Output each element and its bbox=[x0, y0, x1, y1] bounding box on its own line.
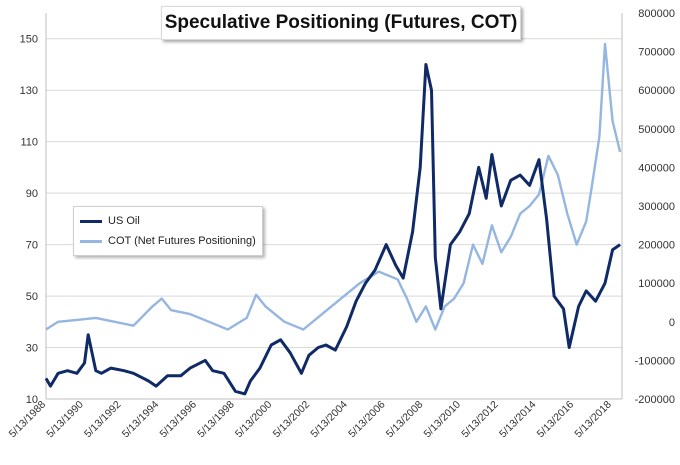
series-line-cot bbox=[45, 42, 622, 331]
right-tick-label-10: 800000 bbox=[638, 8, 675, 20]
x-tick-label-1: 5/13/1990 bbox=[44, 399, 86, 441]
left-tick-label-2: 50 bbox=[26, 291, 38, 303]
legend-label-us-oil: US Oil bbox=[108, 215, 140, 227]
right-tick-label-5: 300000 bbox=[638, 201, 675, 213]
right-tick-label-1: -100000 bbox=[635, 355, 675, 367]
right-tick-label-7: 500000 bbox=[638, 124, 675, 136]
x-tick-label-13: 5/13/2014 bbox=[497, 399, 539, 441]
x-tick-label-6: 5/13/2000 bbox=[233, 399, 275, 441]
x-tick-label-12: 5/13/2012 bbox=[459, 399, 501, 441]
left-tick-label-0: 10 bbox=[26, 394, 38, 406]
right-tick-label-4: 200000 bbox=[638, 240, 675, 252]
right-tick-label-9: 700000 bbox=[638, 47, 675, 59]
legend-swatch-us-oil bbox=[80, 219, 102, 223]
left-tick-label-6: 130 bbox=[20, 85, 38, 97]
left-tick-label-5: 110 bbox=[20, 137, 38, 149]
left-tick-label-3: 70 bbox=[26, 240, 38, 252]
x-tick-label-2: 5/13/1992 bbox=[82, 398, 124, 440]
chart-title-box: Speculative Positioning (Futures, COT) bbox=[161, 6, 521, 40]
x-tick-label-7: 5/13/2002 bbox=[271, 398, 313, 440]
x-tick-label-9: 5/13/2006 bbox=[346, 399, 388, 441]
right-axis-tick-labels: -200000 -100000 0 100000 200000 300000 400000 5… bbox=[635, 8, 675, 406]
x-tick-label-3: 5/13/1994 bbox=[120, 399, 162, 441]
left-tick-label-4: 90 bbox=[26, 188, 38, 200]
right-tick-label-0: -200000 bbox=[635, 394, 675, 406]
x-tick-label-15: 5/13/2018 bbox=[572, 399, 614, 441]
chart-title: Speculative Positioning (Futures, COT) bbox=[164, 12, 518, 33]
x-tick-label-4: 5/13/1996 bbox=[157, 399, 199, 441]
right-tick-label-8: 600000 bbox=[638, 85, 675, 97]
left-tick-label-7: 150 bbox=[20, 34, 38, 46]
x-tick-label-10: 5/13/2008 bbox=[384, 399, 426, 441]
left-axis-tick-labels: 10 30 50 70 90 110 130 150 bbox=[20, 34, 38, 406]
x-tick-label-5: 5/13/1998 bbox=[195, 399, 237, 441]
left-tick-label-1: 30 bbox=[26, 343, 38, 355]
legend: US Oil COT (Net Futures Positioning) bbox=[73, 206, 263, 256]
x-tick-label-14: 5/13/2016 bbox=[535, 399, 577, 441]
legend-label-cot: COT (Net Futures Positioning) bbox=[108, 235, 256, 247]
series-layer bbox=[44, 42, 622, 396]
x-axis-tick-labels: 5/13/19885/13/19905/13/19925/13/19945/13… bbox=[7, 398, 614, 440]
legend-swatch-cot bbox=[80, 239, 102, 243]
right-tick-label-2: 0 bbox=[669, 317, 675, 329]
series-line-us-oil bbox=[44, 63, 621, 396]
legend-item-us-oil: US Oil bbox=[80, 213, 140, 229]
x-tick-label-8: 5/13/2004 bbox=[308, 399, 350, 441]
x-tick-label-11: 5/13/2010 bbox=[422, 399, 464, 441]
right-tick-label-6: 400000 bbox=[638, 162, 675, 174]
axes bbox=[45, 13, 623, 400]
legend-item-cot: COT (Net Futures Positioning) bbox=[80, 233, 256, 249]
right-tick-label-3: 100000 bbox=[638, 278, 675, 290]
